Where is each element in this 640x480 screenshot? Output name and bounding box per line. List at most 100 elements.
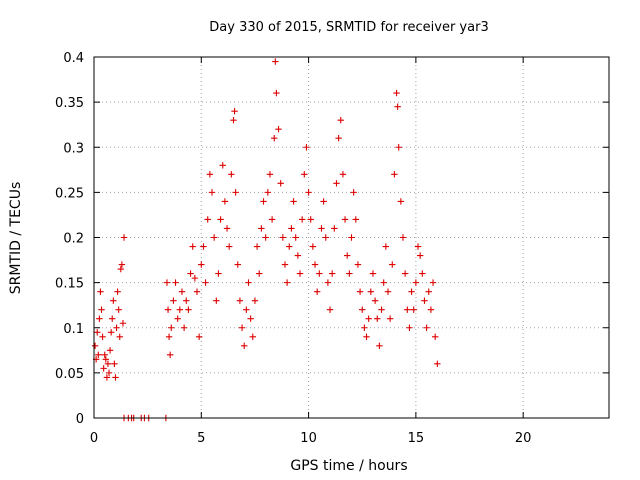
- data-point: [213, 297, 220, 304]
- x-tick-label: 0: [90, 431, 98, 446]
- y-tick-label: 0.4: [63, 51, 84, 66]
- y-tick-label: 0.05: [55, 367, 84, 382]
- data-point: [337, 116, 344, 124]
- data-point: [401, 270, 409, 277]
- data-point: [361, 324, 368, 331]
- data-point: [193, 288, 201, 295]
- y-tick-label: 0: [76, 412, 84, 427]
- data-point: [191, 274, 199, 282]
- data-point: [97, 288, 104, 295]
- data-point: [174, 315, 181, 322]
- data-point: [260, 198, 267, 205]
- data-point: [168, 324, 175, 331]
- data-point: [386, 315, 394, 322]
- data-point: [322, 234, 329, 241]
- data-point: [352, 216, 359, 223]
- data-point: [107, 329, 115, 336]
- data-point: [241, 342, 248, 349]
- data-point: [238, 324, 246, 331]
- data-point: [95, 351, 102, 359]
- data-point: [298, 216, 306, 223]
- data-point: [208, 189, 216, 196]
- data-point: [431, 333, 439, 340]
- data-point: [91, 342, 99, 349]
- data-point: [326, 306, 334, 313]
- data-point: [399, 234, 407, 241]
- y-tick-labels: 0 0.05 0.1 0.15 0.2 0.25 0.3 0.35 0.4: [55, 51, 84, 427]
- data-point: [292, 234, 299, 241]
- y-tick-label: 0.15: [55, 277, 84, 292]
- data-point: [223, 225, 231, 232]
- data-point: [311, 261, 319, 268]
- data-point: [320, 198, 327, 205]
- data-point: [296, 270, 304, 277]
- data-point: [165, 333, 173, 340]
- data-point: [249, 333, 256, 340]
- data-point: [113, 324, 120, 331]
- data-point: [427, 306, 435, 313]
- data-point: [228, 171, 235, 178]
- data-point: [247, 315, 254, 322]
- data-point: [397, 198, 405, 205]
- data-point: [344, 252, 351, 259]
- data-point: [273, 89, 280, 97]
- data-point: [341, 216, 349, 223]
- data-point: [363, 333, 370, 340]
- x-tick-label: 10: [300, 431, 317, 446]
- y-tick-label: 0.3: [63, 141, 84, 156]
- axis-ticks: [93, 56, 609, 419]
- data-point: [421, 297, 428, 304]
- data-point: [185, 306, 192, 313]
- data-point: [313, 288, 321, 295]
- data-point: [348, 234, 355, 241]
- data-point: [230, 116, 237, 124]
- data-point: [187, 270, 194, 277]
- data-point: [335, 135, 342, 142]
- data-point: [382, 243, 390, 250]
- data-point: [434, 360, 441, 368]
- data-point: [309, 243, 317, 250]
- data-point: [393, 89, 400, 97]
- grid: [94, 57, 609, 418]
- data-point: [236, 297, 244, 304]
- data-point: [404, 306, 411, 313]
- data-point: [119, 320, 127, 327]
- data-point: [395, 144, 402, 151]
- data-point: [104, 360, 112, 368]
- data-point: [117, 265, 125, 273]
- data-point: [374, 315, 381, 322]
- data-point: [380, 279, 387, 286]
- chart-title: Day 330 of 2015, SRMTID for receiver yar…: [209, 20, 488, 35]
- data-point: [286, 243, 293, 250]
- data-point: [307, 216, 314, 223]
- data-point: [163, 279, 171, 286]
- data-point: [406, 324, 413, 331]
- data-point: [279, 234, 287, 241]
- data-point: [410, 306, 417, 313]
- data-point: [389, 261, 396, 268]
- data-point: [202, 279, 209, 286]
- data-point: [301, 171, 308, 178]
- x-tick-label: 15: [408, 431, 425, 446]
- data-point: [391, 171, 398, 178]
- data-point: [251, 297, 259, 304]
- y-axis-title: SRMTID / TECUs: [8, 182, 24, 295]
- data-point: [103, 374, 111, 381]
- data-point: [99, 333, 106, 340]
- data-point: [333, 180, 340, 187]
- data-point: [189, 243, 196, 250]
- data-point: [262, 234, 269, 241]
- data-point: [225, 243, 233, 250]
- data-point: [275, 126, 282, 133]
- data-point: [359, 306, 366, 313]
- data-point: [221, 198, 229, 205]
- data-point: [204, 216, 211, 223]
- data-point: [281, 261, 289, 268]
- data-point: [115, 306, 122, 313]
- data-point: [105, 369, 113, 377]
- data-point: [266, 171, 274, 178]
- data-point: [102, 356, 110, 363]
- data-point: [210, 234, 218, 241]
- data-point: [200, 243, 207, 250]
